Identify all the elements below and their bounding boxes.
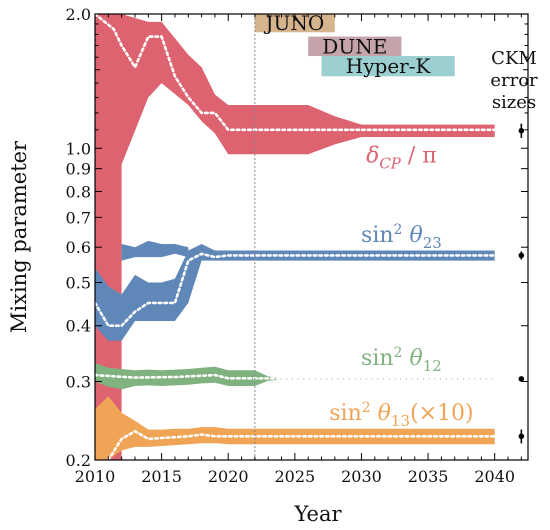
series-label-3: sin2 θ13(×10) xyxy=(329,400,473,430)
x-tick-label: 2025 xyxy=(274,467,315,486)
y-tick-label: 0.3 xyxy=(66,372,91,391)
y-tick-label: 0.8 xyxy=(66,182,91,201)
series-label-sub: 12 xyxy=(423,357,442,375)
x-axis-title: Year xyxy=(293,502,342,526)
series-label-0: δCP / π xyxy=(366,143,437,172)
series-label-sub: 13 xyxy=(391,412,410,430)
ckm-point-0 xyxy=(518,127,525,134)
series-label-1: sin2 θ23 xyxy=(361,222,442,252)
series-label-rest: / π xyxy=(401,143,437,168)
experiment-label-2: Hyper-K xyxy=(346,54,432,78)
y-tick-label: 1.0 xyxy=(66,139,91,158)
series-label-sub: CP xyxy=(379,154,401,172)
central-line-3 xyxy=(107,429,497,460)
y-tick-label: 0.4 xyxy=(66,317,91,336)
series-label-rest: (×10) xyxy=(410,401,474,426)
series-label-sup: 2 xyxy=(394,345,403,361)
series-label-main: sin xyxy=(361,223,394,248)
y-tick-label: 0.5 xyxy=(66,274,91,293)
plot-frame xyxy=(94,13,529,461)
central-value-lines xyxy=(95,14,497,460)
band-0 xyxy=(95,14,495,460)
x-tick-label: 2040 xyxy=(474,467,515,486)
experiment-bar-0 xyxy=(254,14,335,33)
x-tick-label: 2035 xyxy=(408,467,449,486)
ckm-label-line-0: CKM xyxy=(491,48,537,69)
y-axis-title: Mixing parameter xyxy=(7,140,31,333)
band-1-upper-octant xyxy=(121,240,189,261)
central-line-0 xyxy=(95,14,497,132)
experiment-label-1: DUNE xyxy=(322,34,387,58)
series-label-theta: θ xyxy=(402,223,422,248)
series-label-main: sin xyxy=(361,346,394,371)
experiment-label-0: JUNO xyxy=(263,11,324,35)
series-label-sub: 23 xyxy=(423,234,442,252)
ckm-label-line-2: sizes xyxy=(492,92,536,113)
y-tick-label: 0.9 xyxy=(66,160,91,179)
experiment-bar-2 xyxy=(321,56,455,77)
series-label-theta: θ xyxy=(371,401,391,426)
uncertainty-bands xyxy=(95,14,495,460)
series-label-main: δ xyxy=(366,143,379,168)
ckm-label-line-1: error xyxy=(490,70,538,91)
x-tick-label: 2010 xyxy=(75,467,116,486)
ckm-point-1 xyxy=(518,252,525,259)
band-2 xyxy=(95,363,495,390)
band-1 xyxy=(95,244,495,341)
experiment-bar-1 xyxy=(308,36,402,57)
series-label-sup: 2 xyxy=(394,222,403,238)
axes: 2010 2015 2020 2025 2030 2035 2040 0.2 0.3 0.4 0.5… xyxy=(66,5,529,486)
x-tick-label: 2015 xyxy=(141,467,182,486)
central-line-2 xyxy=(95,373,497,381)
series-label-theta: θ xyxy=(402,346,422,371)
y-tick-label: 0.7 xyxy=(66,208,91,227)
y-tick-label: 0.6 xyxy=(66,238,91,257)
y-tick-label: 0.2 xyxy=(66,451,91,470)
series-label-main: sin xyxy=(329,401,362,426)
ckm-point-3 xyxy=(518,433,525,440)
series-label-sup: 2 xyxy=(362,400,371,416)
central-line-1 xyxy=(95,252,497,328)
x-tick-label: 2020 xyxy=(208,467,249,486)
ckm-point-2 xyxy=(518,376,525,382)
series-label-2: sin2 θ12 xyxy=(361,345,442,375)
x-tick-label: 2030 xyxy=(341,467,382,486)
band-3 xyxy=(95,396,495,460)
y-tick-label: 2.0 xyxy=(66,5,91,24)
